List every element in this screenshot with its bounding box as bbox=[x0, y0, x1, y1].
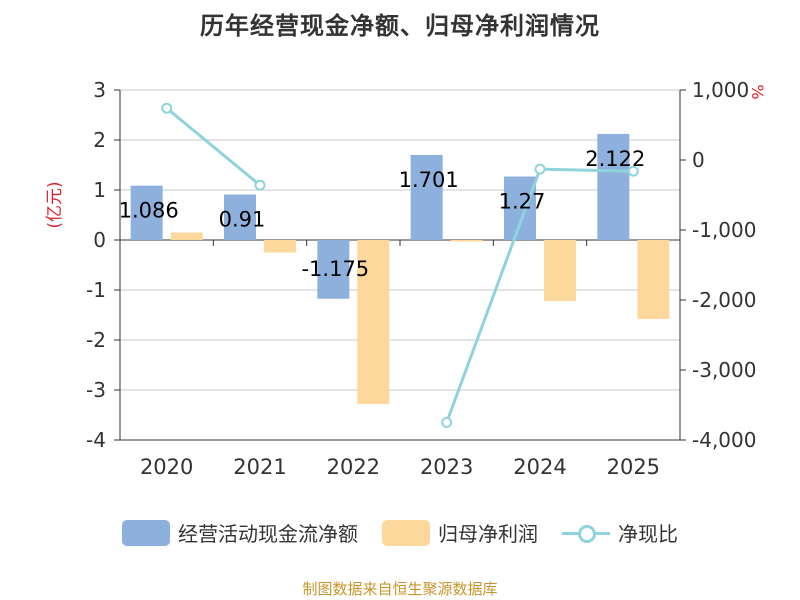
point-cash-ratio bbox=[627, 165, 639, 177]
legend-item-operating-cash-flow[interactable]: 经营活动现金流净额 bbox=[122, 518, 358, 547]
point-cash-ratio bbox=[441, 417, 453, 428]
data-label-operating-cash-flow: 2.122 bbox=[585, 147, 645, 171]
right-tick-label: -4,000 bbox=[692, 428, 756, 452]
bar-net-profit bbox=[357, 240, 390, 404]
x-tick-label: 2021 bbox=[233, 455, 286, 479]
right-tick-label: -3,000 bbox=[692, 358, 756, 382]
legend-label-operating-cash-flow: 经营活动现金流净额 bbox=[178, 522, 358, 546]
left-tick-label: -2 bbox=[86, 328, 106, 352]
data-label-operating-cash-flow: 1.701 bbox=[399, 168, 459, 192]
left-tick-label: 0 bbox=[93, 228, 106, 252]
data-label-operating-cash-flow: 1.086 bbox=[119, 199, 179, 223]
legend-item-net-profit[interactable]: 归母净利润 bbox=[382, 518, 538, 547]
data-label-operating-cash-flow: 1.27 bbox=[499, 190, 546, 214]
bar-net-profit bbox=[450, 240, 483, 242]
right-tick-label: -2,000 bbox=[692, 288, 756, 312]
legend-swatch-net-profit bbox=[382, 519, 430, 546]
right-axis-label: % bbox=[748, 84, 767, 99]
x-tick-label: 2025 bbox=[607, 455, 660, 479]
legend-swatch-cash-ratio bbox=[562, 520, 610, 546]
bar-net-profit bbox=[264, 240, 296, 253]
point-cash-ratio bbox=[254, 179, 266, 191]
point-cash-ratio bbox=[534, 163, 546, 175]
bar-net-profit bbox=[170, 232, 203, 240]
x-tick-label: 2024 bbox=[513, 455, 566, 479]
right-tick-label: 0 bbox=[692, 148, 705, 172]
bar-operating-cash-flow bbox=[224, 194, 256, 240]
right-tick-label: 1,000 bbox=[692, 78, 749, 102]
data-label-operating-cash-flow: -1.175 bbox=[301, 257, 369, 281]
bar-net-profit bbox=[544, 240, 576, 301]
left-tick-label: 2 bbox=[93, 128, 106, 152]
left-tick-label: 1 bbox=[93, 178, 106, 202]
bar-net-profit bbox=[637, 240, 670, 319]
legend-label-cash-ratio: 净现比 bbox=[618, 522, 678, 546]
bar-operating-cash-flow bbox=[410, 154, 443, 240]
left-tick-label: 3 bbox=[93, 78, 106, 102]
x-tick-label: 2022 bbox=[327, 455, 380, 479]
legend-label-net-profit: 归母净利润 bbox=[438, 522, 538, 546]
bar-operating-cash-flow bbox=[130, 185, 163, 240]
bar-operating-cash-flow bbox=[504, 176, 536, 240]
line-cash-ratio bbox=[165, 107, 261, 187]
data-label-operating-cash-flow: 0.91 bbox=[219, 208, 266, 232]
point-cash-ratio bbox=[161, 102, 173, 114]
bar-operating-cash-flow bbox=[597, 133, 630, 240]
left-tick-label: -3 bbox=[86, 378, 106, 402]
legend: 经营活动现金流净额 归母净利润 净现比 bbox=[0, 518, 800, 547]
left-tick-label: -4 bbox=[86, 428, 106, 452]
right-tick-label: -1,000 bbox=[692, 218, 756, 242]
legend-item-cash-ratio[interactable]: 净现比 bbox=[562, 518, 678, 547]
chart-title: 历年经营现金净额、归母净利润情况 bbox=[200, 12, 600, 40]
left-tick-label: -1 bbox=[86, 278, 106, 302]
source-note: 制图数据来自恒生聚源数据库 bbox=[302, 580, 498, 598]
bar-operating-cash-flow bbox=[317, 240, 350, 299]
x-tick-label: 2020 bbox=[140, 455, 193, 479]
legend-swatch-operating-cash-flow bbox=[122, 519, 170, 546]
x-tick-label: 2023 bbox=[420, 455, 473, 479]
left-axis-label: (亿元) bbox=[45, 181, 65, 228]
